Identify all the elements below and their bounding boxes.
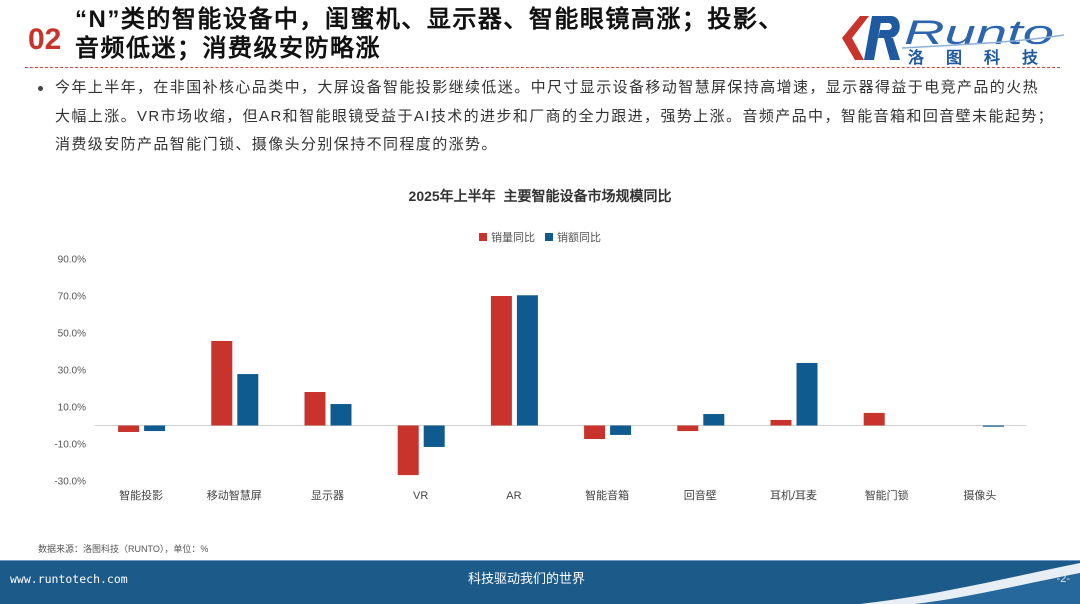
volume-yoy-bar xyxy=(584,425,606,440)
summary-line: 今年上半年，在非国补核心品类中，大屏设备智能投影继续低迷。中尺寸显示设备移动智慧… xyxy=(55,79,1040,96)
volume-yoy-bar xyxy=(397,425,419,476)
value-yoy-bar xyxy=(237,374,259,426)
x-tick-label: 回音壁 xyxy=(684,488,717,502)
x-tick-label: 智能投影 xyxy=(119,488,163,502)
value-yoy-bar xyxy=(796,362,818,426)
value-yoy-bar xyxy=(330,404,352,426)
footer-bar: www.runtotech.com 科技驱动我们的世界 -2- xyxy=(0,560,1080,604)
logo-mark-leg xyxy=(884,38,900,60)
x-tick-label: 智能门锁 xyxy=(865,488,909,502)
logo-wordmark: Runto xyxy=(904,14,1054,52)
value-yoy-bar xyxy=(516,295,538,426)
summary-paragraph: 今年上半年，在非国补核心品类中，大屏设备智能投影继续低迷。中尺寸显示设备移动智慧… xyxy=(55,74,1054,160)
volume-yoy-bar xyxy=(863,412,885,426)
value-yoy-bar xyxy=(610,425,632,435)
x-tick-label: 摄像头 xyxy=(963,488,996,502)
value-yoy-bar xyxy=(703,414,725,426)
chart-title: 2025年上半年 主要智能设备市场规模同比 xyxy=(408,188,672,204)
value-yoy-bar xyxy=(982,425,1004,427)
bullet-icon xyxy=(38,86,43,91)
header-divider xyxy=(25,67,1060,68)
logo-mark-red xyxy=(842,16,869,60)
y-tick-label: -10.0% xyxy=(54,440,86,451)
x-tick-label: 耳机/耳麦 xyxy=(770,488,817,502)
logo-mark-stem xyxy=(864,16,882,60)
volume-yoy-bar xyxy=(490,296,512,426)
footer-slogan: 科技驱动我们的世界 xyxy=(468,571,586,586)
volume-yoy-bar xyxy=(770,419,792,426)
summary-line: 消费级安防产品智能门锁、摄像头分别保持不同程度的涨势。 xyxy=(55,136,498,153)
legend-label-value: 销额同比 xyxy=(557,232,601,244)
bar-chart: 90.0% 70.0% 50.0% 30.0% 10.0% -10.0% -30.0% 智能投… xyxy=(54,255,1027,502)
logo-mark-bowl xyxy=(878,16,900,38)
value-yoy-bar xyxy=(423,425,445,447)
y-tick-label: 70.0% xyxy=(58,292,86,303)
runto-logo: Runto 洛图科技 xyxy=(842,14,1065,66)
slide-title: “N”类的智能设备中，闺蜜机、显示器、智能眼镜高涨；投影、 音频低迷；消费级安防… xyxy=(75,5,784,63)
logo-swoosh xyxy=(901,34,1065,49)
volume-yoy-bar xyxy=(677,425,699,432)
slide-title-line: “N”类的智能设备中，闺蜜机、显示器、智能眼镜高涨；投影、 xyxy=(75,6,784,33)
website-url: www.runtotech.com xyxy=(10,572,128,586)
page-number: -2- xyxy=(1056,573,1070,585)
volume-yoy-bar xyxy=(211,340,233,426)
x-tick-label: 移动智慧屏 xyxy=(207,488,262,502)
legend-swatch-volume xyxy=(479,233,487,241)
x-tick-label: AR xyxy=(506,490,521,502)
y-tick-label: -30.0% xyxy=(54,477,86,488)
x-tick-label: VR xyxy=(413,490,428,502)
y-tick-label: 10.0% xyxy=(58,403,86,414)
legend-item-volume: 销量同比 xyxy=(479,229,535,245)
source-note: 数据来源：洛图科技（RUNTO），单位：% xyxy=(38,544,209,554)
footer-swoosh xyxy=(860,563,1080,604)
volume-yoy-bar xyxy=(118,425,140,432)
legend-label-volume: 销量同比 xyxy=(491,232,535,244)
y-tick-label: 50.0% xyxy=(58,329,86,340)
section-number: 02 xyxy=(28,23,62,56)
slide-title-line: 音频低迷；消费级安防略涨 xyxy=(75,35,381,62)
y-tick-label: 90.0% xyxy=(58,255,86,266)
legend-swatch-value xyxy=(545,233,553,241)
y-tick-label: 30.0% xyxy=(58,366,86,377)
x-tick-label: 显示器 xyxy=(311,489,344,502)
chart-legend: 销量同比 销额同比 xyxy=(0,229,1080,245)
x-tick-label: 智能音箱 xyxy=(585,488,629,502)
volume-yoy-bar xyxy=(304,392,326,426)
legend-item-value: 销额同比 xyxy=(545,229,601,245)
value-yoy-bar xyxy=(144,425,166,432)
summary-line: 大幅上涨。VR市场收缩，但AR和智能眼镜受益于AI技术的进步和厂商的全力跟进，强… xyxy=(55,107,1055,125)
